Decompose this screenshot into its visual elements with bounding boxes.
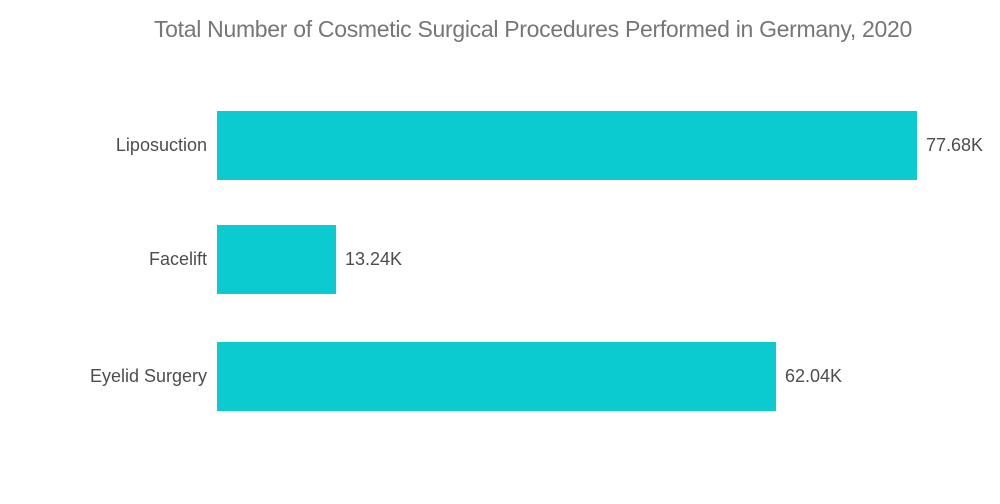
value-label-liposuction: 77.68K	[926, 135, 984, 155]
chart-title: Total Number of Cosmetic Surgical Proced…	[153, 16, 913, 42]
category-label-liposuction: Liposuction	[115, 135, 207, 155]
bar-row-facelift: Facelift 13.24K	[0, 225, 1000, 294]
category-label-facelift: Facelift	[148, 249, 207, 269]
bar-eyelid-surgery	[217, 342, 776, 411]
bar-row-eyelid-surgery: Eyelid Surgery 62.04K	[0, 342, 1000, 411]
value-label-facelift: 13.24K	[345, 249, 403, 269]
bar-facelift	[217, 225, 336, 294]
category-label-eyelid-surgery: Eyelid Surgery	[89, 366, 207, 386]
bar-liposuction	[217, 111, 917, 180]
value-label-eyelid-surgery: 62.04K	[785, 366, 843, 386]
plot-area: Liposuction 77.68K Facelift 13.24K Eyeli…	[0, 111, 1000, 411]
bar-row-liposuction: Liposuction 77.68K	[0, 111, 1000, 180]
